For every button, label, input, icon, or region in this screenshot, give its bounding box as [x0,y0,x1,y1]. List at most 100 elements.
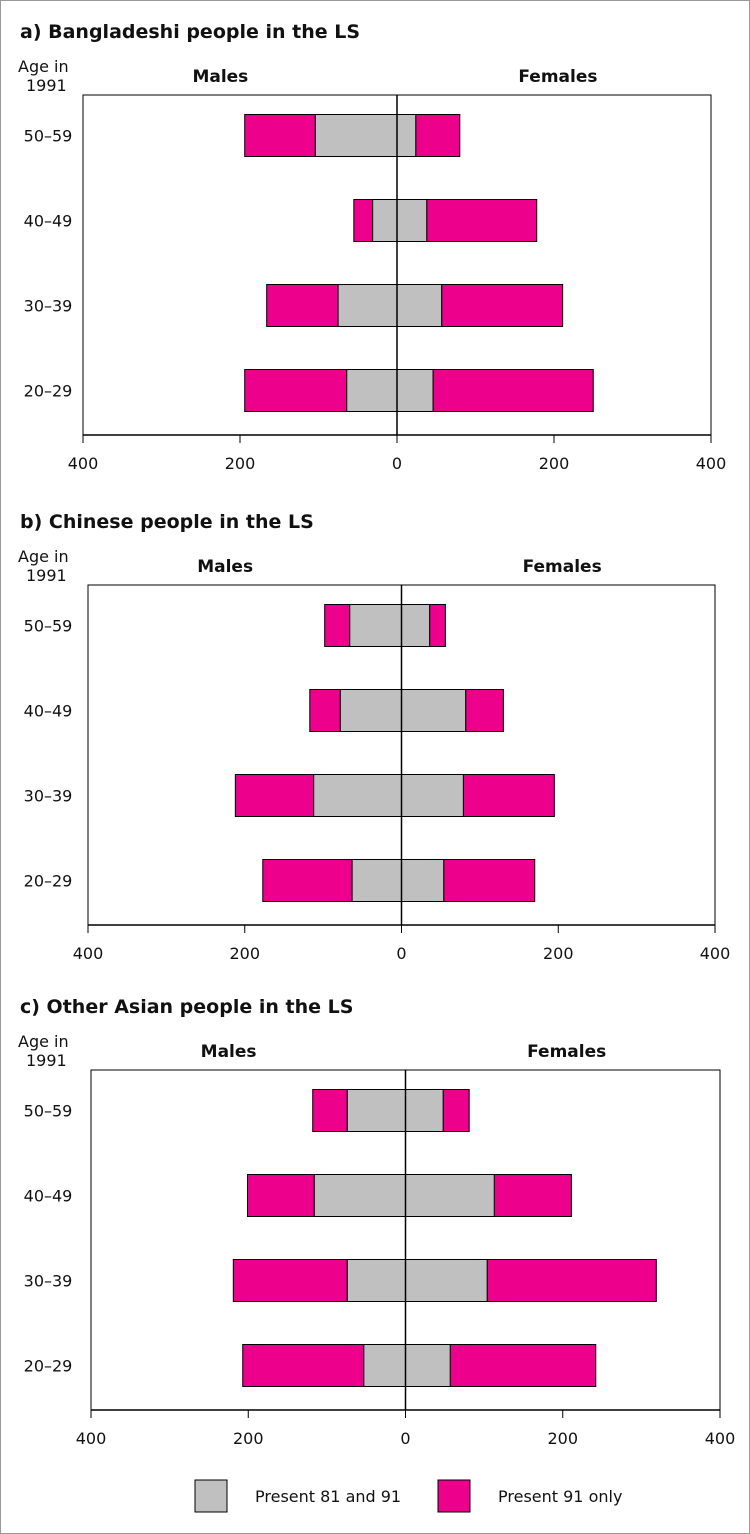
bar-females-81-and-91 [405,1344,451,1387]
males-label: Males [192,67,248,87]
females-label: Females [518,67,597,87]
legend-label-both: Present 81 and 91 [255,1487,401,1506]
y-axis-label-year: 1991 [26,76,67,95]
chart-title: c) Other Asian people in the LS [20,996,353,1018]
bar-females-91-only [449,1344,597,1387]
chart-panel-0: a) Bangladeshi people in the LS Age in199… [18,21,726,473]
category-label: 20–29 [24,872,73,891]
x-tick-label: 0 [400,1429,410,1448]
bar-males-81-and-91 [337,284,398,327]
bar-males-81-and-91 [349,604,402,647]
bar-males-81-and-91 [314,114,398,157]
category-label: 50–59 [24,1102,73,1121]
bar-males-91-only [232,1259,348,1302]
category-label: 40–49 [24,1187,73,1206]
x-tick-label: 400 [705,1429,736,1448]
category-label: 30–39 [24,297,73,316]
bar-males-91-only [246,1174,315,1217]
bar-females-81-and-91 [401,859,445,902]
bar-males-81-and-91 [351,859,402,902]
legend: Present 81 and 91 Present 91 only [194,1479,622,1513]
bar-males-91-only [234,774,315,817]
y-axis-label-year: 1991 [26,1051,67,1070]
x-tick-label: 400 [76,1429,107,1448]
bar-females-81-and-91 [396,284,443,327]
females-label: Females [523,557,602,577]
bar-males-91-only [242,1344,365,1387]
legend-swatch-both [194,1479,228,1513]
x-tick-label: 200 [547,1429,578,1448]
category-label: 30–39 [24,787,73,806]
males-label: Males [197,557,253,577]
category-label: 30–39 [24,1272,73,1291]
x-tick-label: 200 [539,454,570,473]
bar-males-91-only [324,604,351,647]
bar-females-81-and-91 [396,369,434,412]
bar-females-81-and-91 [396,199,428,242]
bar-females-91-only [429,604,446,647]
bar-females-81-and-91 [405,1259,488,1302]
bar-females-91-only [426,199,538,242]
bar-females-91-only [443,859,536,902]
category-label: 50–59 [24,127,73,146]
bar-males-91-only [266,284,339,327]
bar-females-91-only [442,1089,470,1132]
legend-label-only91: Present 91 only [498,1487,622,1506]
bar-females-81-and-91 [401,689,467,732]
bar-females-91-only [486,1259,657,1302]
category-label: 40–49 [24,702,73,721]
bar-males-81-and-91 [372,199,398,242]
legend-swatch-only91 [437,1479,471,1513]
x-tick-label: 200 [233,1429,264,1448]
x-tick-label: 200 [229,944,260,963]
bar-males-91-only [262,859,353,902]
category-label: 20–29 [24,382,73,401]
bar-males-81-and-91 [363,1344,406,1387]
bar-females-81-and-91 [396,114,417,157]
bar-females-91-only [432,369,594,412]
x-tick-label: 400 [696,454,727,473]
females-label: Females [527,1042,606,1062]
bar-males-91-only [244,114,316,157]
chart-title: b) Chinese people in the LS [20,511,314,533]
y-axis-label-year: 1991 [26,566,67,585]
bar-females-81-and-91 [401,774,464,817]
bar-females-91-only [441,284,564,327]
bar-males-81-and-91 [346,369,398,412]
x-tick-label: 200 [543,944,574,963]
bar-males-91-only [312,1089,348,1132]
bar-males-91-only [353,199,374,242]
category-label: 40–49 [24,212,73,231]
bar-males-81-and-91 [313,1174,407,1217]
y-axis-label: Age in [18,1032,69,1051]
bar-males-81-and-91 [339,689,402,732]
bar-males-81-and-91 [346,1259,407,1302]
x-tick-label: 400 [73,944,104,963]
y-axis-label: Age in [18,547,69,566]
x-tick-label: 0 [392,454,402,473]
category-label: 20–29 [24,1357,73,1376]
bar-males-81-and-91 [346,1089,407,1132]
x-tick-label: 0 [396,944,406,963]
bar-females-91-only [493,1174,572,1217]
x-tick-label: 200 [225,454,256,473]
males-label: Males [201,1042,257,1062]
bar-females-81-and-91 [401,604,431,647]
chart-panel-2: c) Other Asian people in the LS Age in199… [18,996,735,1448]
bar-males-91-only [309,689,341,732]
category-label: 50–59 [24,617,73,636]
bar-males-91-only [244,369,348,412]
bar-females-81-and-91 [405,1174,495,1217]
bar-females-81-and-91 [405,1089,444,1132]
bar-males-81-and-91 [313,774,402,817]
x-tick-label: 400 [68,454,99,473]
x-tick-label: 400 [700,944,731,963]
y-axis-label: Age in [18,57,69,76]
chart-title: a) Bangladeshi people in the LS [20,21,360,43]
bar-females-91-only [415,114,461,157]
bar-females-91-only [462,774,555,817]
bar-females-91-only [465,689,504,732]
